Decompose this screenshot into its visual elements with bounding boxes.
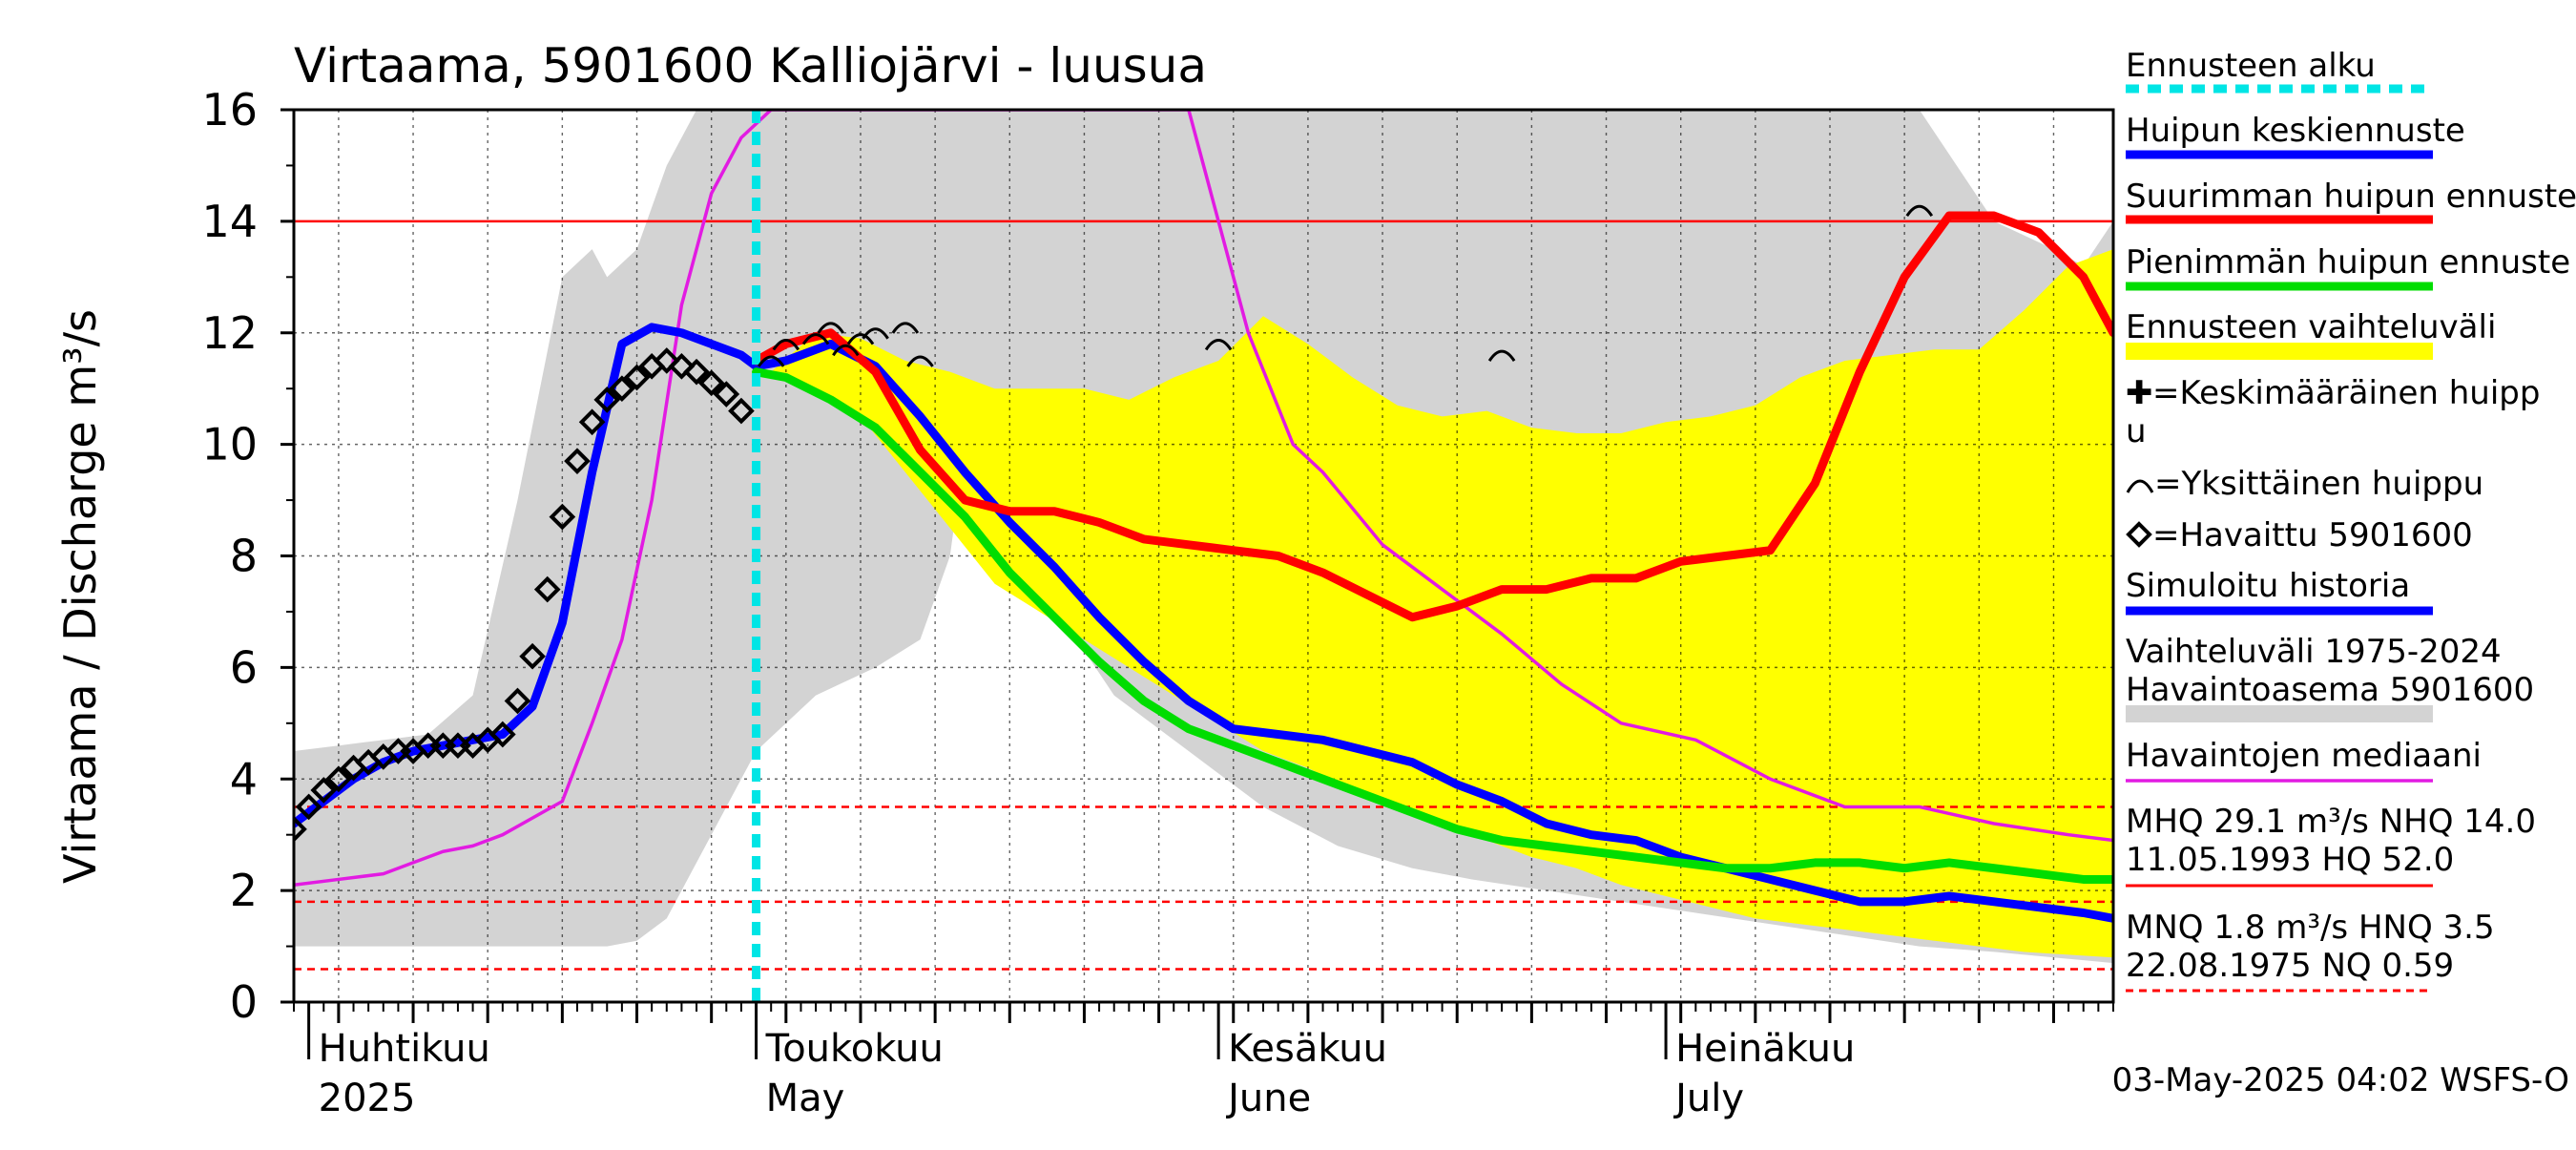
y-tick-label: 0	[230, 976, 258, 1028]
month-label: Heinäkuu	[1675, 1027, 1855, 1071]
observed-point	[593, 387, 621, 413]
single-peak-marker	[906, 355, 934, 367]
legend-item-label: Havaintojen mediaani	[2126, 737, 2482, 775]
legend-item-label-cont: u	[2126, 412, 2147, 450]
series-line	[752, 339, 2113, 923]
observed-point	[683, 358, 710, 386]
observed-point	[504, 687, 531, 715]
y-tick-label: 2	[230, 865, 258, 916]
y-tick-label: 4	[230, 753, 258, 805]
observed-point	[294, 816, 307, 843]
legend-item-label: MNQ 1.8 m³/s HNQ 3.5	[2126, 909, 2495, 947]
timestamp-footer: 03-May-2025 04:02 WSFS-O	[2112, 1061, 2569, 1099]
y-tick-label: 16	[201, 84, 258, 136]
observed-point	[578, 408, 606, 436]
legend-item-label-cont: 11.05.1993 HQ 52.0	[2126, 841, 2454, 879]
single-peak-marker	[817, 322, 844, 334]
month-label-en: 2025	[319, 1077, 416, 1120]
observed-point	[564, 448, 591, 474]
observed-point	[310, 777, 338, 804]
observed-point	[623, 364, 651, 391]
y-tick-label: 14	[201, 196, 258, 247]
series-line	[752, 367, 2113, 884]
observed-point	[533, 575, 561, 603]
month-label: Huhtikuu	[319, 1027, 490, 1071]
observed-point	[519, 642, 546, 670]
y-axis-label: Virtaama / Discharge m³/s	[54, 309, 106, 884]
legend-item-label: Ennusteen alku	[2126, 47, 2376, 85]
legend-item-label: Huipun keskiennuste	[2126, 112, 2465, 150]
legend-item-label: Suurimman huipun ennuste	[2126, 178, 2576, 216]
legend-item-label-cont: Havaintoasema 5901600	[2126, 671, 2534, 709]
legend-swatch	[2126, 343, 2433, 360]
legend-item-label-cont: 22.08.1975 NQ 0.59	[2126, 947, 2454, 985]
series-line	[752, 211, 2113, 622]
legend-item-label: Ennusteen vaihteluväli	[2126, 308, 2496, 346]
month-label-en: June	[1225, 1077, 1311, 1120]
observed-point	[653, 347, 680, 374]
plot-area	[294, 110, 2113, 1002]
single-peak-marker	[832, 344, 860, 357]
legend-cross-icon: ✚	[2126, 374, 2153, 412]
single-peak-marker	[1905, 204, 1934, 218]
observed-point	[713, 381, 740, 408]
month-label: Toukokuu	[765, 1027, 944, 1071]
observed-point	[697, 369, 725, 397]
legend-item-label: Vaihteluväli 1975-2024	[2126, 633, 2502, 671]
legend-item-label: Pienimmän huipun ennuste	[2126, 243, 2570, 282]
observed-point	[489, 721, 516, 748]
month-label-en: July	[1672, 1077, 1744, 1120]
observed-point	[728, 397, 755, 425]
y-tick-label: 6	[230, 641, 258, 693]
single-peak-marker	[1204, 338, 1233, 351]
legend-arc-icon	[2126, 479, 2154, 493]
legend-diamond-icon	[2126, 521, 2152, 548]
single-peak-marker	[862, 327, 889, 340]
single-peak-marker	[1487, 349, 1516, 362]
legend-item-label: =Havaittu 5901600	[2152, 516, 2473, 554]
y-tick-label: 10	[201, 419, 258, 470]
observed-point	[295, 793, 322, 821]
observed-point	[325, 765, 352, 793]
chart-title: Virtaama, 5901600 Kalliojärvi - luusua	[294, 38, 1207, 94]
month-label: Kesäkuu	[1228, 1027, 1387, 1071]
legend-item-label: Simuloitu historia	[2126, 567, 2410, 605]
series-line	[294, 110, 2113, 888]
legend: Ennusteen alku Huipun keskiennuste Suurimm…	[2126, 47, 2576, 993]
y-tick-label: 8	[230, 531, 258, 582]
single-peak-marker	[846, 333, 875, 345]
single-peak-marker	[801, 333, 830, 345]
observed-point	[609, 375, 635, 403]
observed-point	[549, 503, 576, 531]
single-peak-marker	[891, 322, 920, 334]
single-peak-marker	[757, 355, 785, 367]
legend-item-label: =Yksittäinen huippu	[2154, 465, 2483, 503]
legend-swatch	[2126, 705, 2433, 722]
legend-item-label: =Keskimääräinen huipp	[2152, 374, 2540, 412]
y-tick-label: 12	[201, 307, 258, 359]
month-label-en: May	[766, 1077, 845, 1120]
legend-item-label: MHQ 29.1 m³/s NHQ 14.0	[2126, 803, 2536, 841]
single-peak-marker	[772, 338, 800, 351]
observed-point	[668, 352, 696, 380]
